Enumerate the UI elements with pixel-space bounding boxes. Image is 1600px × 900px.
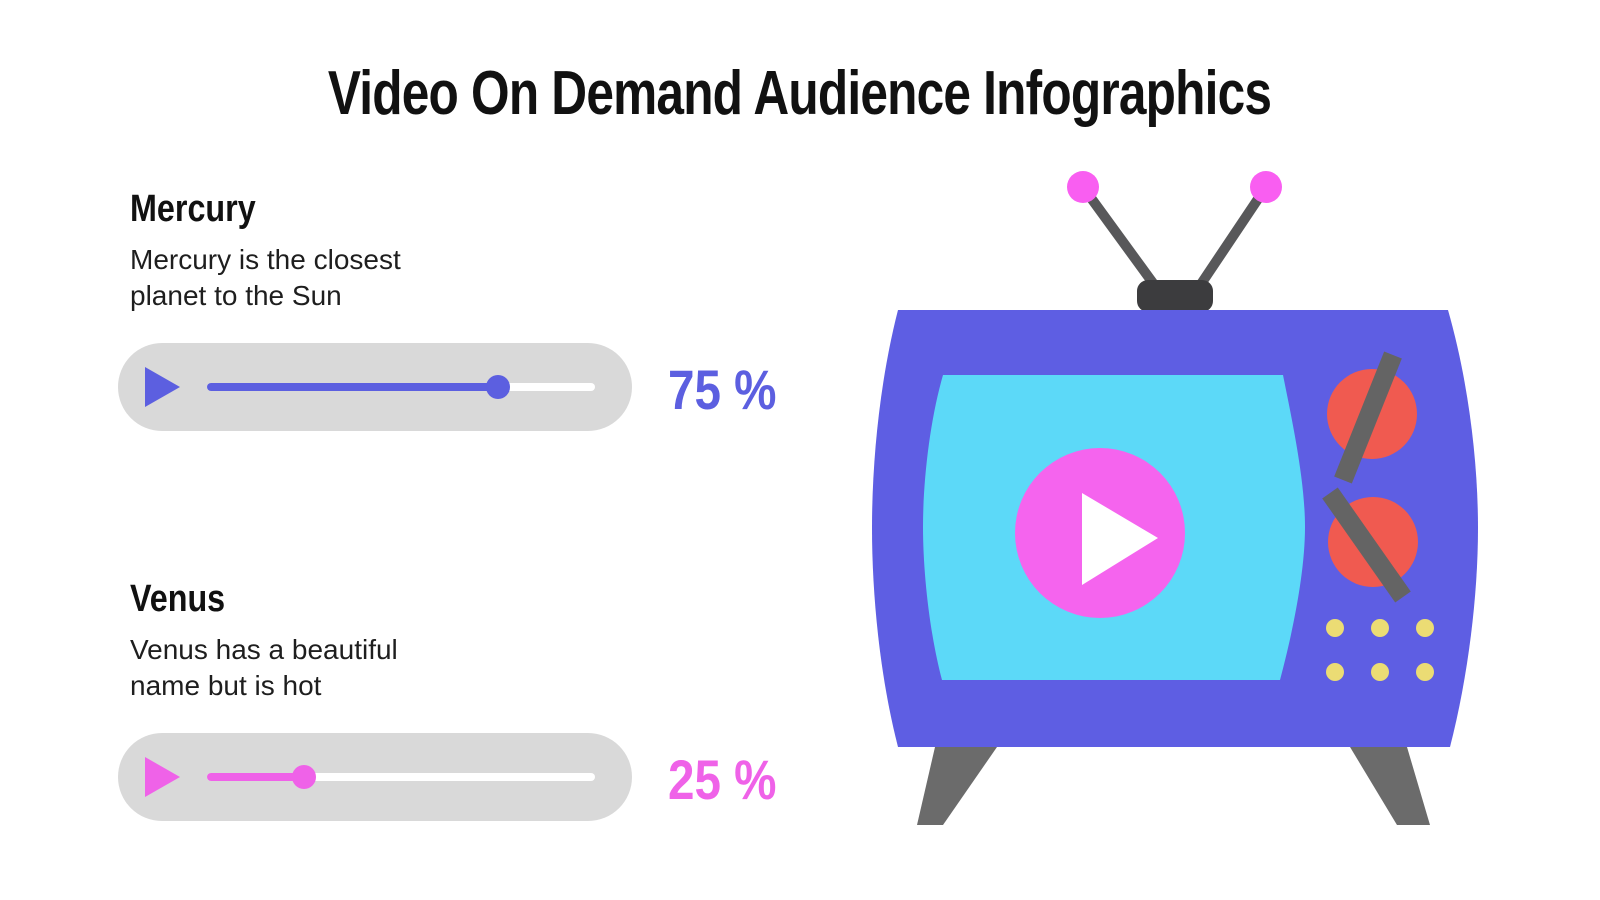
percent-label: 75 % (668, 358, 777, 421)
antenna-right-rod-icon (1192, 184, 1271, 293)
slider-fill (207, 383, 498, 391)
mercury-section: Mercury Mercury is the closest planet to… (118, 188, 918, 448)
speaker-dot-icon (1416, 619, 1434, 637)
play-icon[interactable] (145, 367, 180, 407)
antenna-right-tip-icon (1250, 171, 1282, 203)
venus-section: Venus Venus has a beautiful name but is … (118, 578, 918, 838)
mercury-heading: Mercury (130, 188, 256, 230)
venus-description: Venus has a beautiful name but is hot (130, 634, 398, 701)
play-icon[interactable] (145, 757, 180, 797)
page-title: Video On Demand Audience Infographics (328, 59, 1272, 128)
slider-knob[interactable] (486, 375, 510, 399)
speaker-dot-icon (1416, 663, 1434, 681)
play-triangle-icon (1082, 493, 1158, 585)
speaker-dot-icon (1326, 663, 1344, 681)
venus-player (118, 733, 632, 821)
mercury-description: Mercury is the closest planet to the Sun (130, 244, 401, 311)
knob-top-marker-icon (1334, 351, 1402, 484)
slider-track[interactable] (207, 773, 595, 781)
speaker-dot-icon (1326, 619, 1344, 637)
knob-bottom-marker-icon (1322, 487, 1411, 603)
slider-fill (207, 773, 304, 781)
tv-right-leg-icon (1350, 747, 1430, 825)
title-wrap: Video On Demand Audience Infographics (0, 58, 1600, 129)
percent-label: 25 % (668, 748, 777, 811)
antenna-base-icon (1137, 280, 1213, 312)
tv-illustration (872, 171, 1478, 825)
slider-knob[interactable] (292, 765, 316, 789)
antenna-left-rod-icon (1078, 184, 1163, 293)
speaker-dot-icon (1371, 663, 1389, 681)
tv-left-leg-icon (917, 747, 997, 825)
mercury-player (118, 343, 632, 431)
venus-heading: Venus (130, 578, 226, 620)
speaker-dot-icon (1371, 619, 1389, 637)
antenna-left-tip-icon (1067, 171, 1099, 203)
